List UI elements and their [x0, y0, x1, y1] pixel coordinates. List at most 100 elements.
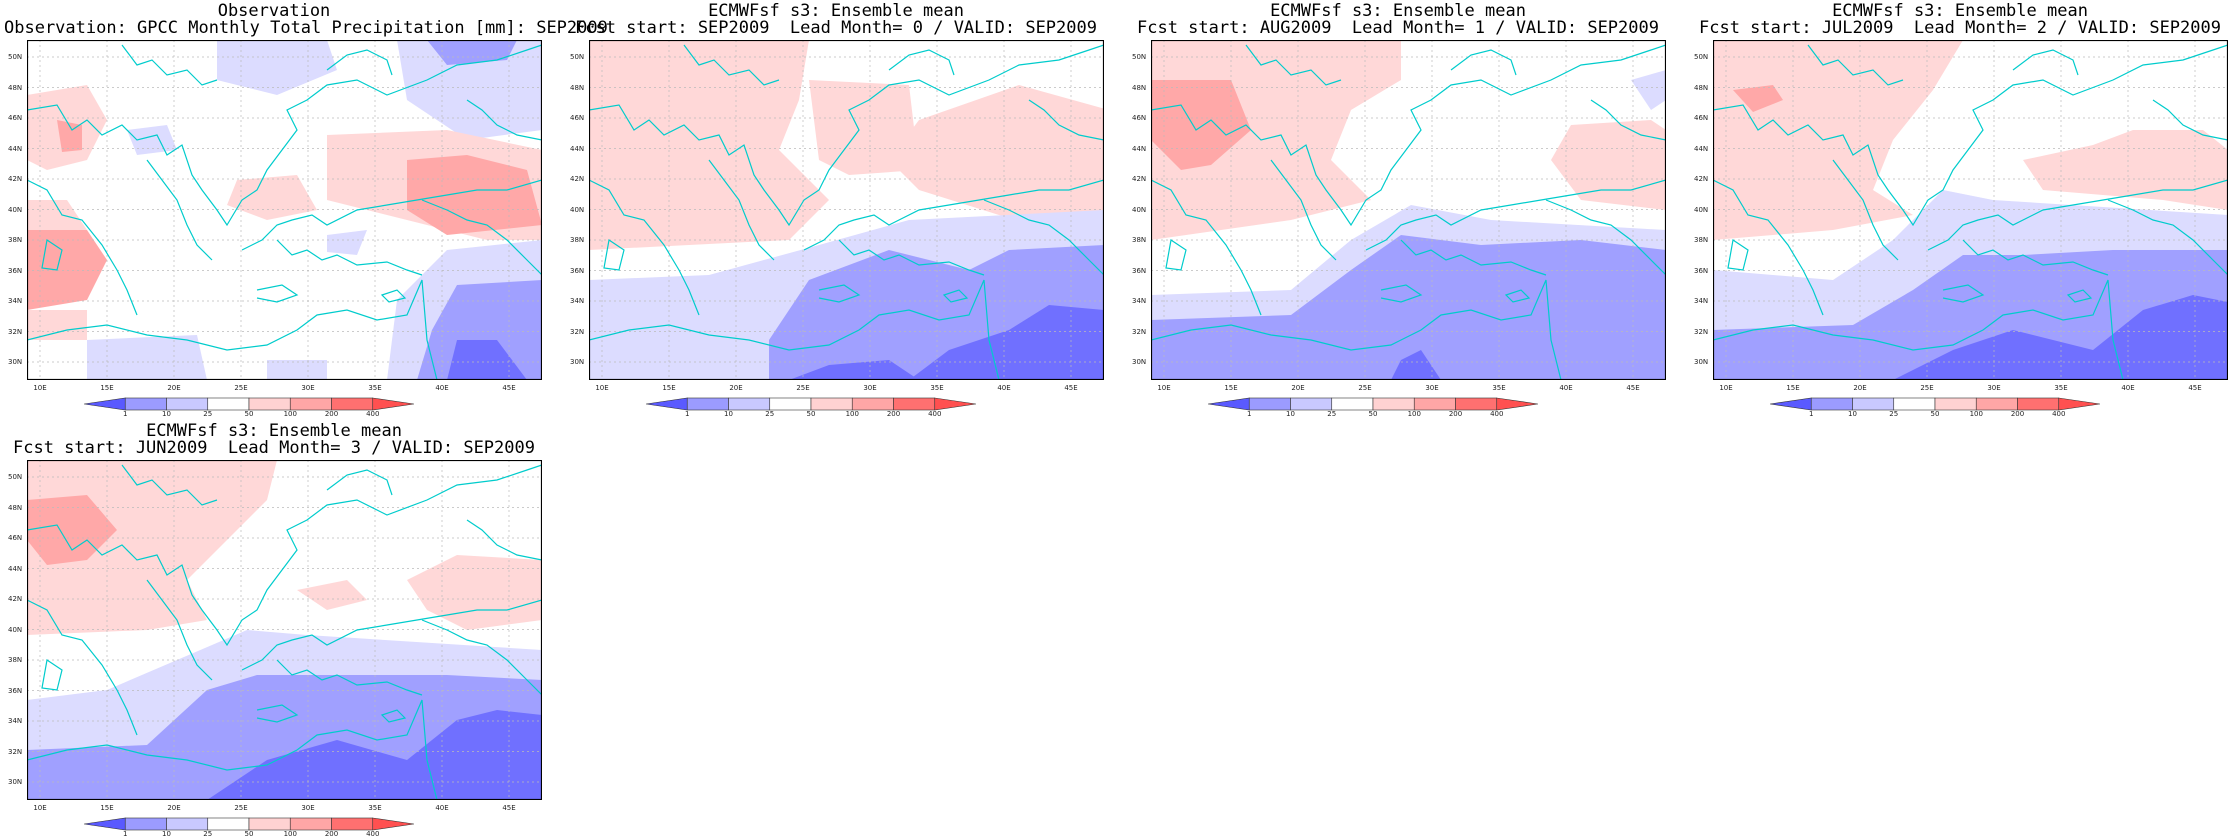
lat-label: 40N — [8, 205, 23, 214]
lon-label: 45E — [1626, 384, 1640, 392]
lat-label: 40N — [570, 205, 585, 214]
precipitation-map — [589, 40, 1104, 380]
lon-label: 35E — [2054, 384, 2068, 392]
lat-label: 48N — [1694, 83, 1709, 92]
colorbar-segment — [1893, 397, 1936, 411]
colorbar-label: 10 — [162, 830, 171, 838]
panel-subtitle: Fcst start: JUN2009 Lead Month= 3 / VALI… — [13, 438, 535, 458]
colorbar-segment — [1852, 397, 1895, 411]
coastline — [942, 289, 969, 303]
map-panel-observation: Observation Observation: GPCC Monthly To… — [4, 0, 608, 420]
precip-region — [1551, 120, 1666, 210]
lat-label: 36N — [8, 266, 23, 275]
colorbar-strip — [645, 396, 977, 416]
colorbar-label: 10 — [1848, 410, 1857, 418]
precip-region — [789, 360, 919, 380]
lon-label: 30E — [1987, 384, 2001, 392]
colorbar-segment — [248, 817, 291, 831]
colorbar-strip — [83, 816, 415, 836]
lat-label: 44N — [8, 564, 23, 573]
coastline — [1450, 49, 1517, 76]
lon-label: 15E — [1786, 384, 1800, 392]
colorbar-segment — [1934, 397, 1977, 411]
colorbar-segment — [248, 397, 291, 411]
coastline — [803, 179, 1104, 251]
precip-region — [297, 580, 367, 610]
colorbar-label: 200 — [324, 830, 339, 838]
colorbar-strip — [83, 396, 415, 416]
panel-title: Observation — [217, 1, 331, 21]
precip-region — [417, 280, 542, 380]
lat-label: 30N — [8, 778, 23, 786]
map-panel-lead-3: ECMWFsf s3: Ensemble mean Fcst start: JU… — [4, 420, 544, 840]
lat-label: 38N — [570, 236, 585, 244]
colorbar-label: 100 — [1407, 410, 1421, 418]
coastline — [421, 199, 542, 276]
lat-label: 42N — [570, 175, 585, 183]
colorbar-segment — [124, 397, 167, 411]
lat-label: 48N — [8, 83, 23, 92]
lat-label: 36N — [8, 686, 23, 695]
colorbar-label: 100 — [845, 410, 859, 418]
coastline — [27, 279, 438, 380]
lon-label: 35E — [368, 384, 382, 392]
map-panel-lead-1: ECMWFsf s3: Ensemble mean Fcst start: AU… — [1128, 0, 1668, 420]
coastline — [276, 659, 423, 696]
lon-label: 20E — [1291, 384, 1305, 392]
lon-label: 25E — [1920, 384, 1934, 392]
precipitation-map — [27, 460, 542, 800]
lat-label: 44N — [8, 144, 23, 153]
map-canvas — [1713, 40, 2228, 380]
lat-label: 34N — [570, 297, 585, 305]
colorbar-label: 1 — [1247, 410, 1252, 418]
colorbar-segment — [851, 397, 894, 411]
lat-label: 38N — [1132, 236, 1147, 244]
colorbar-label: 200 — [1448, 410, 1463, 418]
lon-label: 25E — [234, 384, 248, 392]
colorbar-label: 1 — [685, 410, 690, 418]
coastline — [241, 599, 542, 671]
colorbar-label: 200 — [886, 410, 901, 418]
precip-region — [267, 360, 327, 380]
colorbar-segment — [166, 397, 209, 411]
colorbar-strip — [1207, 396, 1539, 416]
precip-region — [397, 40, 542, 140]
colorbar-segment — [1372, 397, 1415, 411]
coastline — [1962, 239, 2109, 276]
panel-title: ECMWFsf s3: Ensemble mean — [146, 421, 402, 441]
coastline — [27, 464, 542, 647]
lat-label: 32N — [8, 747, 23, 756]
coastline — [2066, 289, 2093, 303]
precip-region — [809, 80, 919, 175]
lat-label: 50N — [1132, 53, 1147, 61]
coastline — [256, 284, 299, 303]
lon-label: 40E — [997, 384, 1011, 392]
lat-label: 38N — [1694, 236, 1709, 244]
coastline — [1245, 44, 1342, 86]
colorbar-label: 400 — [366, 830, 380, 838]
precipitation-map — [1713, 40, 2228, 380]
panel-title: ECMWFsf s3: Ensemble mean — [1270, 1, 1526, 21]
precip-region — [1631, 70, 1666, 110]
coastline — [603, 238, 625, 271]
colorbar-label: 100 — [283, 830, 297, 838]
lon-label: 10E — [1719, 384, 1733, 392]
colorbar-segment — [372, 817, 415, 831]
lat-label: 40N — [8, 625, 23, 634]
lon-label: 45E — [502, 384, 516, 392]
coastline — [256, 704, 299, 723]
lon-label: 20E — [729, 384, 743, 392]
lon-label: 45E — [502, 804, 516, 812]
lon-label: 15E — [1224, 384, 1238, 392]
coastline — [1151, 44, 1666, 227]
colorbar-label: 50 — [1930, 410, 1940, 418]
coastline — [1713, 44, 2228, 227]
coastline — [27, 699, 438, 800]
colorbar-segment — [810, 397, 853, 411]
lat-label: 32N — [1694, 327, 1709, 336]
lat-label: 50N — [570, 53, 585, 61]
coastline — [2152, 99, 2228, 141]
colorbar-segment — [372, 397, 415, 411]
coastline — [1400, 239, 1547, 276]
lon-label: 35E — [930, 384, 944, 392]
